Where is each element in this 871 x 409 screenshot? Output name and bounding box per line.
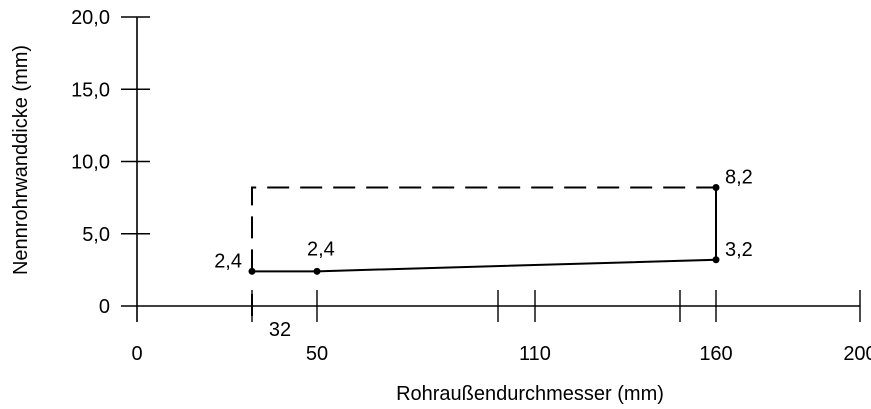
data-point-label: 2,4 <box>307 238 335 260</box>
solid-series-line <box>252 187 717 273</box>
y-tick-label: 15,0 <box>71 79 110 101</box>
x-tick-label: 200 <box>843 343 871 365</box>
y-tick-label: 0 <box>99 296 110 318</box>
x-tick-label: 0 <box>131 343 142 365</box>
data-point-label: 8,2 <box>725 167 753 189</box>
y-tick-label: 20,0 <box>71 7 110 29</box>
dashed-series-line <box>251 186 716 272</box>
y-tick-label: 10,0 <box>71 152 110 174</box>
y-tick-label: 5,0 <box>82 224 110 246</box>
x-tick-label: 110 <box>519 343 551 365</box>
x-tick-label: 50 <box>306 343 328 365</box>
data-point-label: 3,2 <box>725 239 753 261</box>
data-point <box>313 267 321 275</box>
y-axis-label: Nennrohrwanddicke (mm) <box>10 45 32 275</box>
series-layer <box>251 186 717 322</box>
axes <box>121 17 860 322</box>
data-point <box>712 184 720 192</box>
data-point <box>712 256 720 264</box>
points-layer: 2,4 2,4 3,2 8,2 <box>214 167 753 275</box>
data-point <box>248 267 256 275</box>
ticks: 0 5,0 10,0 15,0 20,0 0 32 50 110 160 200 <box>71 7 871 365</box>
x-tick-label: 32 <box>269 319 291 341</box>
x-axis-label: Rohraußendurchmesser (mm) <box>396 383 664 405</box>
x-tick-label: 160 <box>699 343 732 365</box>
data-point-label: 2,4 <box>214 250 242 272</box>
